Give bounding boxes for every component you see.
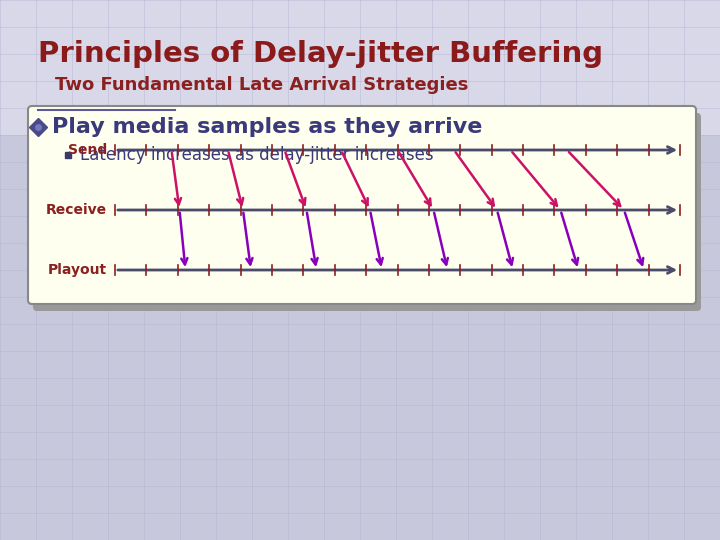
Text: Playout: Playout (48, 263, 107, 277)
Text: Latency increases as delay-jitter increases: Latency increases as delay-jitter increa… (80, 146, 433, 164)
FancyBboxPatch shape (28, 106, 696, 304)
Text: Principles of Delay-jitter Buffering: Principles of Delay-jitter Buffering (38, 40, 603, 68)
FancyBboxPatch shape (33, 113, 701, 311)
Text: Send: Send (68, 143, 107, 157)
FancyBboxPatch shape (0, 0, 720, 135)
Text: Play media samples as they arrive: Play media samples as they arrive (52, 117, 482, 137)
Text: Receive: Receive (46, 203, 107, 217)
Text: Two Fundamental Late Arrival Strategies: Two Fundamental Late Arrival Strategies (55, 76, 469, 94)
